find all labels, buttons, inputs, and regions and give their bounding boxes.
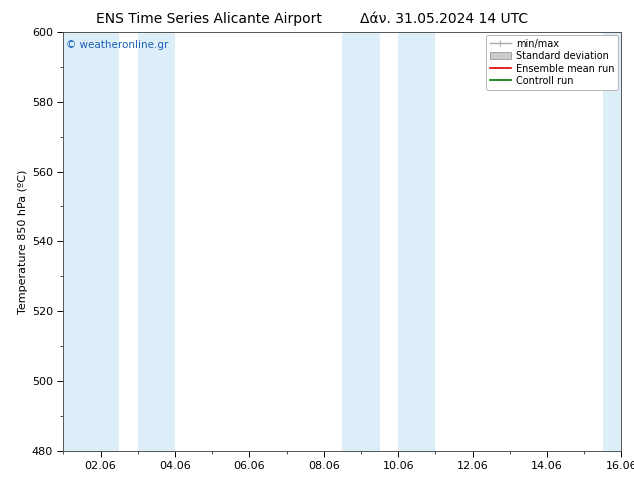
Legend: min/max, Standard deviation, Ensemble mean run, Controll run: min/max, Standard deviation, Ensemble me… bbox=[486, 35, 618, 90]
Bar bbox=[63, 32, 119, 451]
Bar bbox=[342, 32, 380, 451]
Bar bbox=[138, 32, 175, 451]
Text: ENS Time Series Alicante Airport: ENS Time Series Alicante Airport bbox=[96, 12, 322, 26]
Text: Δάν. 31.05.2024 14 UTC: Δάν. 31.05.2024 14 UTC bbox=[359, 12, 528, 26]
Text: © weatheronline.gr: © weatheronline.gr bbox=[66, 40, 169, 50]
Bar bbox=[398, 32, 436, 451]
Bar bbox=[603, 32, 621, 451]
Y-axis label: Temperature 850 hPa (ºC): Temperature 850 hPa (ºC) bbox=[18, 169, 27, 314]
